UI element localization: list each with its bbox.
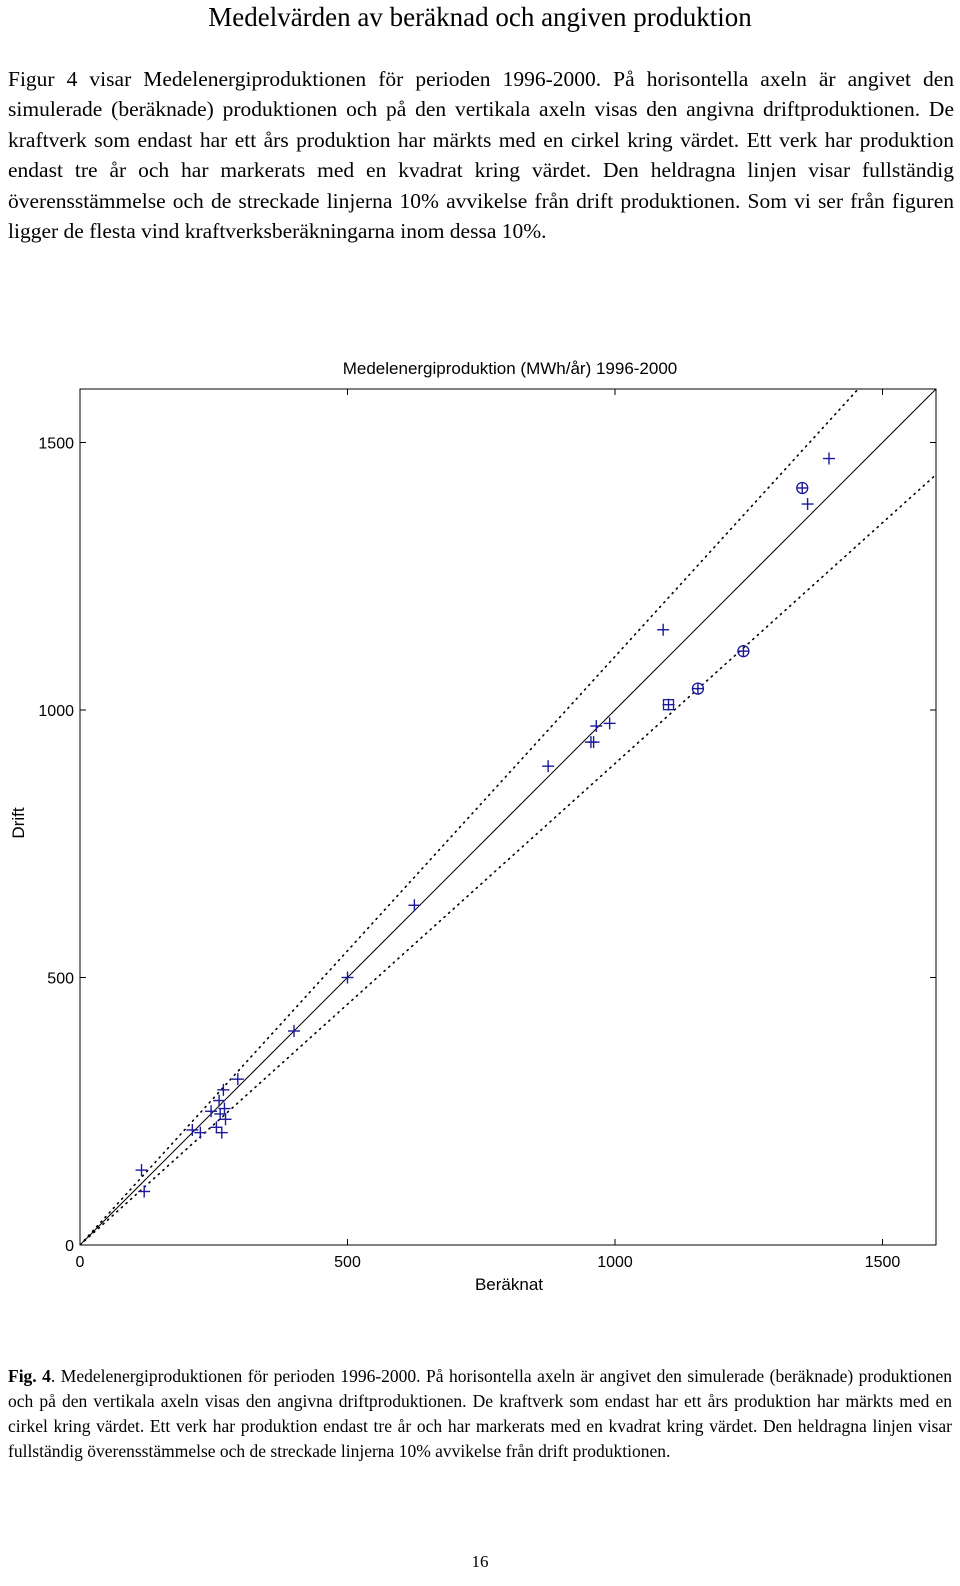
circle-marker (691, 682, 705, 695)
data-point (341, 971, 354, 984)
y-tick-label: 1500 (38, 436, 74, 453)
data-point (218, 1102, 231, 1115)
data-point (408, 899, 421, 912)
data-point (603, 717, 616, 730)
data-point (217, 1083, 230, 1096)
x-axis-label: Beräknat (475, 1275, 543, 1294)
intro-paragraph: Figur 4 visar Medelenergiproduktionen fö… (8, 67, 954, 244)
reference-line-plus-10 (80, 389, 860, 1245)
data-point (186, 1123, 199, 1136)
plot-area: 0 500 1000 1500 0 500 1000 1500 (38, 388, 937, 1271)
data-point (288, 1025, 300, 1037)
data-point (210, 1121, 223, 1134)
data-point (215, 1126, 228, 1139)
plot-frame (79, 388, 937, 1246)
caption-text: . Medelenergiproduktionen för perioden 1… (8, 1366, 952, 1461)
section-heading: Medelvärden av beräknad och angiven prod… (208, 2, 752, 32)
data-point (737, 644, 750, 658)
data-point (213, 1094, 226, 1107)
y-tick-label: 1000 (38, 703, 74, 720)
reference-line-equal (80, 389, 936, 1245)
x-tick-label: 500 (334, 1254, 361, 1271)
x-tick-label: 1500 (865, 1254, 901, 1271)
figure-4: Medelenergiproduktion (MWh/år) 1996-2000… (0, 345, 960, 1305)
data-point (801, 498, 814, 511)
circle-marker (737, 644, 750, 658)
data-point (590, 720, 603, 733)
data-point (657, 623, 670, 636)
data-point (691, 682, 705, 695)
data-point (219, 1113, 232, 1126)
y-axis-label: Drift (9, 807, 28, 838)
scatter-chart: Medelenergiproduktion (MWh/år) 1996-2000… (9, 359, 937, 1294)
page-number: 16 (471, 1552, 489, 1571)
circle-marker (796, 481, 809, 495)
figure-caption: Fig. 4. Medelenergiproduktionen för peri… (8, 1364, 952, 1464)
data-point (231, 1073, 244, 1086)
data-point (796, 481, 809, 495)
x-tick-label: 0 (76, 1254, 85, 1271)
square-marker (662, 698, 675, 711)
reference-line-minus-10 (80, 473, 936, 1245)
data-point (587, 736, 600, 749)
y-tick-label: 0 (65, 1238, 74, 1255)
data-point (194, 1126, 207, 1139)
data-point (542, 760, 555, 773)
data-point (138, 1185, 151, 1198)
data-point (823, 452, 835, 465)
chart-title: Medelenergiproduktion (MWh/år) 1996-2000 (343, 359, 678, 378)
data-point (135, 1164, 148, 1177)
data-point (205, 1105, 218, 1118)
data-point (662, 698, 675, 711)
caption-label: Fig. 4 (8, 1366, 51, 1386)
x-tick-label: 1000 (597, 1254, 633, 1271)
y-tick-label: 500 (47, 971, 74, 988)
